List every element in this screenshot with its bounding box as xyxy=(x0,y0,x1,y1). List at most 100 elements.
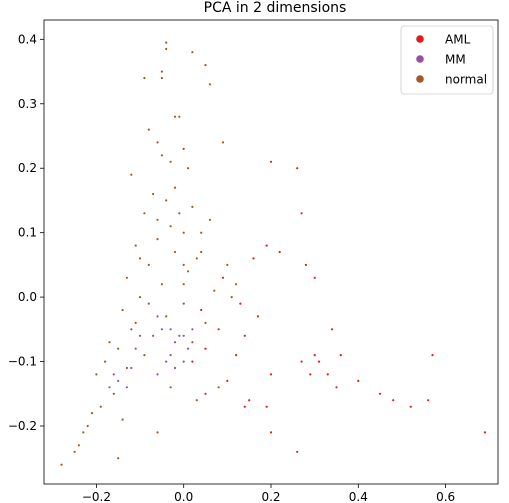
point-normal-6 xyxy=(208,83,211,86)
point-normal-30 xyxy=(187,270,190,273)
x-tick-label: −0.2 xyxy=(82,490,111,503)
point-aml-35 xyxy=(217,328,220,331)
point-normal-19 xyxy=(165,199,168,202)
legend-marker-aml xyxy=(416,35,424,43)
point-aml-20 xyxy=(269,431,273,434)
point-normal-74 xyxy=(182,263,185,266)
point-normal-40 xyxy=(152,334,155,337)
point-mm-12 xyxy=(108,386,111,389)
point-normal-71 xyxy=(235,283,238,286)
point-normal-65 xyxy=(200,250,203,254)
point-mm-2 xyxy=(178,334,181,337)
point-normal-54 xyxy=(60,463,63,466)
point-aml-0 xyxy=(313,354,316,357)
point-normal-69 xyxy=(108,341,111,344)
y-tick-label: 0.0 xyxy=(18,290,37,304)
point-mm-15 xyxy=(134,347,137,350)
point-normal-18 xyxy=(152,192,155,196)
point-aml-9 xyxy=(339,354,342,357)
point-mm-18 xyxy=(160,328,163,331)
point-aml-34 xyxy=(256,315,259,318)
point-normal-14 xyxy=(160,154,163,157)
legend-label-aml: AML xyxy=(445,33,471,47)
legend: AML MM normal xyxy=(400,25,494,95)
point-normal-25 xyxy=(156,238,159,241)
point-normal-13 xyxy=(221,141,225,144)
point-aml-17 xyxy=(265,244,268,247)
point-mm-6 xyxy=(169,328,172,331)
point-normal-70 xyxy=(230,296,233,299)
point-aml-14 xyxy=(296,167,299,170)
point-normal-9 xyxy=(178,115,181,118)
point-normal-51 xyxy=(82,431,85,434)
y-tick-label: −0.2 xyxy=(8,419,37,433)
x-tick-label: 0.6 xyxy=(436,490,455,503)
point-aml-21 xyxy=(296,450,299,453)
point-aml-33 xyxy=(239,302,242,305)
point-normal-0 xyxy=(165,41,168,44)
point-mm-13 xyxy=(125,386,128,389)
point-normal-7 xyxy=(143,76,146,80)
point-mm-3 xyxy=(182,334,185,337)
point-normal-1 xyxy=(165,47,168,51)
point-aml-12 xyxy=(304,263,307,266)
point-aml-5 xyxy=(409,405,412,408)
point-normal-17 xyxy=(130,173,133,176)
point-normal-37 xyxy=(165,315,168,318)
point-aml-15 xyxy=(269,160,273,163)
point-aml-27 xyxy=(317,360,321,363)
point-normal-38 xyxy=(204,321,207,324)
point-aml-30 xyxy=(226,379,229,382)
point-mm-5 xyxy=(165,360,168,363)
point-aml-22 xyxy=(243,405,246,408)
legend-label-mm: MM xyxy=(445,53,466,67)
point-aml-7 xyxy=(431,354,434,357)
point-mm-14 xyxy=(130,366,133,370)
point-normal-46 xyxy=(95,373,98,376)
point-mm-17 xyxy=(156,315,159,318)
point-normal-50 xyxy=(86,424,89,428)
legend-marker-normal xyxy=(416,75,424,83)
point-aml-2 xyxy=(357,379,360,382)
point-normal-45 xyxy=(125,366,128,370)
point-normal-60 xyxy=(200,231,203,234)
point-aml-32 xyxy=(243,334,246,337)
point-aml-4 xyxy=(392,399,395,402)
point-normal-63 xyxy=(182,283,185,286)
point-normal-53 xyxy=(73,450,76,453)
point-normal-3 xyxy=(160,70,163,73)
point-normal-55 xyxy=(117,457,120,460)
point-normal-33 xyxy=(213,289,216,292)
point-normal-56 xyxy=(156,431,159,434)
point-normal-64 xyxy=(147,302,150,305)
point-aml-37 xyxy=(191,360,194,363)
point-aml-38 xyxy=(200,308,203,312)
point-aml-31 xyxy=(235,354,238,357)
point-normal-11 xyxy=(156,141,159,144)
scatter-points xyxy=(60,41,486,466)
point-normal-32 xyxy=(160,283,163,286)
point-normal-72 xyxy=(169,386,172,389)
point-normal-48 xyxy=(99,405,102,408)
legend-marker-mm xyxy=(416,55,424,63)
point-normal-2 xyxy=(191,51,194,54)
point-normal-10 xyxy=(147,128,150,131)
point-normal-66 xyxy=(156,218,159,221)
y-tick-label: 0.2 xyxy=(18,161,37,175)
point-normal-47 xyxy=(112,392,115,395)
point-normal-68 xyxy=(134,321,137,324)
point-normal-57 xyxy=(195,399,198,402)
point-aml-13 xyxy=(300,212,303,215)
point-normal-21 xyxy=(143,212,146,215)
point-normal-36 xyxy=(121,308,124,312)
point-normal-58 xyxy=(217,386,220,389)
point-mm-11 xyxy=(112,373,115,376)
y-tick-label: 0.4 xyxy=(18,32,37,46)
point-aml-36 xyxy=(204,347,207,350)
point-aml-28 xyxy=(335,386,338,389)
point-aml-10 xyxy=(331,328,334,331)
point-aml-39 xyxy=(221,276,225,279)
point-aml-16 xyxy=(278,250,281,254)
point-normal-34 xyxy=(138,296,142,299)
point-normal-67 xyxy=(178,212,181,215)
